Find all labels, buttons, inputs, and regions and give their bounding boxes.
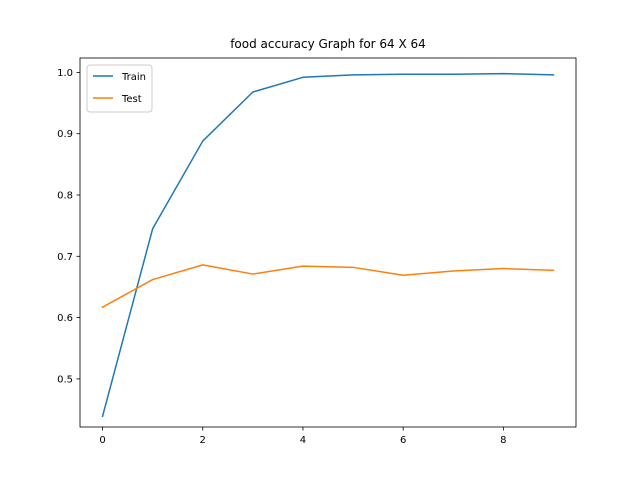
y-tick-label: 0.5 xyxy=(57,374,73,385)
y-tick-label: 0.6 xyxy=(57,313,73,324)
y-tick-label: 0.9 xyxy=(57,129,73,140)
series-line-test xyxy=(101,264,555,309)
x-tick-label: 8 xyxy=(500,435,506,446)
y-tick-label: 0.7 xyxy=(57,252,73,263)
series-line-train xyxy=(101,72,555,418)
x-tick-label: 0 xyxy=(99,435,105,446)
chart-title: food accuracy Graph for 64 X 64 xyxy=(230,37,426,51)
legend-label-test: Test xyxy=(121,94,142,105)
x-tick-label: 4 xyxy=(300,435,306,446)
axes-frame xyxy=(79,57,577,428)
x-tick-label: 2 xyxy=(200,435,206,446)
plot-area: 0 2 4 6 8 0.5 0.6 0.7 0.8 0.9 1.0 Train Test xyxy=(57,57,577,446)
legend-label-train: Train xyxy=(121,72,146,83)
y-tick-label: 1.0 xyxy=(57,68,73,79)
y-tick-label: 0.8 xyxy=(57,190,73,201)
x-tick-label: 6 xyxy=(400,435,406,446)
